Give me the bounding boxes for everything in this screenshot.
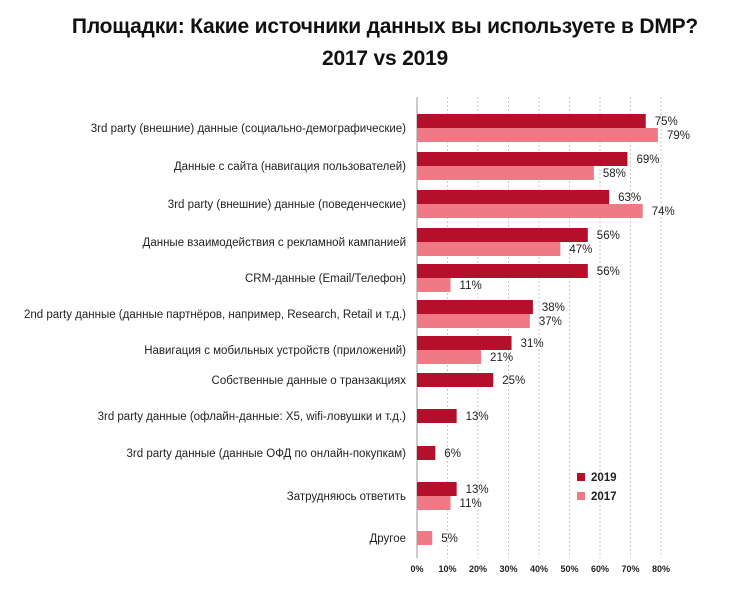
value-label-2017: 79%: [667, 130, 690, 142]
bar-2017: [417, 278, 451, 292]
chart-title: Площадки: Какие источники данных вы испо…: [71, 15, 699, 38]
legend-label: 2017: [591, 491, 617, 503]
x-tick-label: 10%: [438, 564, 456, 574]
value-label-2017: 21%: [490, 352, 513, 364]
category-label: 3rd party данные (офлайн-данные: Х5, wif…: [98, 411, 407, 423]
bar-2017: [417, 350, 482, 364]
category-label: Навигация с мобильных устройств (приложе…: [144, 345, 406, 357]
legend-label: 2019: [591, 472, 617, 484]
bar-2019: [417, 264, 588, 278]
value-label-2019: 38%: [542, 302, 565, 314]
value-label-2017: 37%: [539, 316, 562, 328]
x-tick-label: 30%: [499, 564, 517, 574]
bar-2017: [417, 204, 643, 218]
x-tick-label: 70%: [621, 564, 639, 574]
value-label-2017: 5%: [441, 533, 458, 545]
x-tick-label: 40%: [530, 564, 548, 574]
category-label: Другое: [369, 533, 406, 545]
bar-2019: [417, 373, 494, 387]
value-label-2017: 47%: [569, 244, 592, 256]
value-label-2019: 31%: [521, 338, 544, 350]
category-label: 3rd party (внешние) данные (поведенчески…: [168, 199, 406, 211]
bar-2019: [417, 482, 457, 496]
legend-swatch: [577, 492, 585, 500]
bar-2019: [417, 152, 628, 166]
x-tick-label: 50%: [560, 564, 578, 574]
value-label-2019: 56%: [597, 266, 620, 278]
category-label: Данные с сайта (навигация пользователей): [174, 161, 406, 173]
chart-subtitle: 2017 vs 2019: [321, 47, 449, 70]
x-tick-label: 0%: [410, 564, 423, 574]
legend-swatch: [577, 473, 585, 481]
bar-2017: [417, 496, 451, 510]
bar-2019: [417, 228, 588, 242]
category-label: 3rd party данные (данные ОФД по онлайн-п…: [127, 448, 407, 460]
x-tick-label: 20%: [469, 564, 487, 574]
bar-2017: [417, 166, 594, 180]
value-label-2019: 13%: [466, 411, 489, 423]
category-label: Данные взаимодействия с рекламной кампан…: [143, 237, 406, 249]
category-label: Затрудняюсь ответить: [287, 491, 406, 503]
value-label-2019: 75%: [655, 116, 678, 128]
value-label-2017: 11%: [460, 280, 482, 292]
bar-2017: [417, 242, 561, 256]
bar-2017: [417, 128, 658, 142]
category-label: Собственные данные о транзакциях: [212, 375, 407, 387]
bar-2019: [417, 336, 512, 350]
bar-2019: [417, 446, 436, 460]
bar-2019: [417, 409, 457, 423]
category-label: CRM-данные (Email/Телефон): [245, 273, 406, 285]
category-label: 2nd party данные (данные партнёров, напр…: [24, 309, 406, 321]
bar-2019: [417, 190, 610, 204]
value-label-2019: 25%: [502, 375, 525, 387]
bar-2019: [417, 300, 533, 314]
value-label-2019: 69%: [636, 154, 659, 166]
x-tick-label: 80%: [652, 564, 670, 574]
x-tick-label: 60%: [591, 564, 609, 574]
bar-2017: [417, 314, 530, 328]
value-label-2019: 13%: [466, 484, 489, 496]
value-label-2017: 58%: [603, 168, 626, 180]
value-label-2019: 6%: [444, 448, 461, 460]
value-label-2017: 11%: [460, 498, 482, 510]
value-label-2019: 63%: [618, 192, 641, 204]
value-label-2019: 56%: [597, 230, 620, 242]
bar-2017: [417, 531, 433, 545]
bar-2019: [417, 114, 646, 128]
value-label-2017: 74%: [652, 206, 675, 218]
category-label: 3rd party (внешние) данные (социально-де…: [91, 123, 406, 135]
